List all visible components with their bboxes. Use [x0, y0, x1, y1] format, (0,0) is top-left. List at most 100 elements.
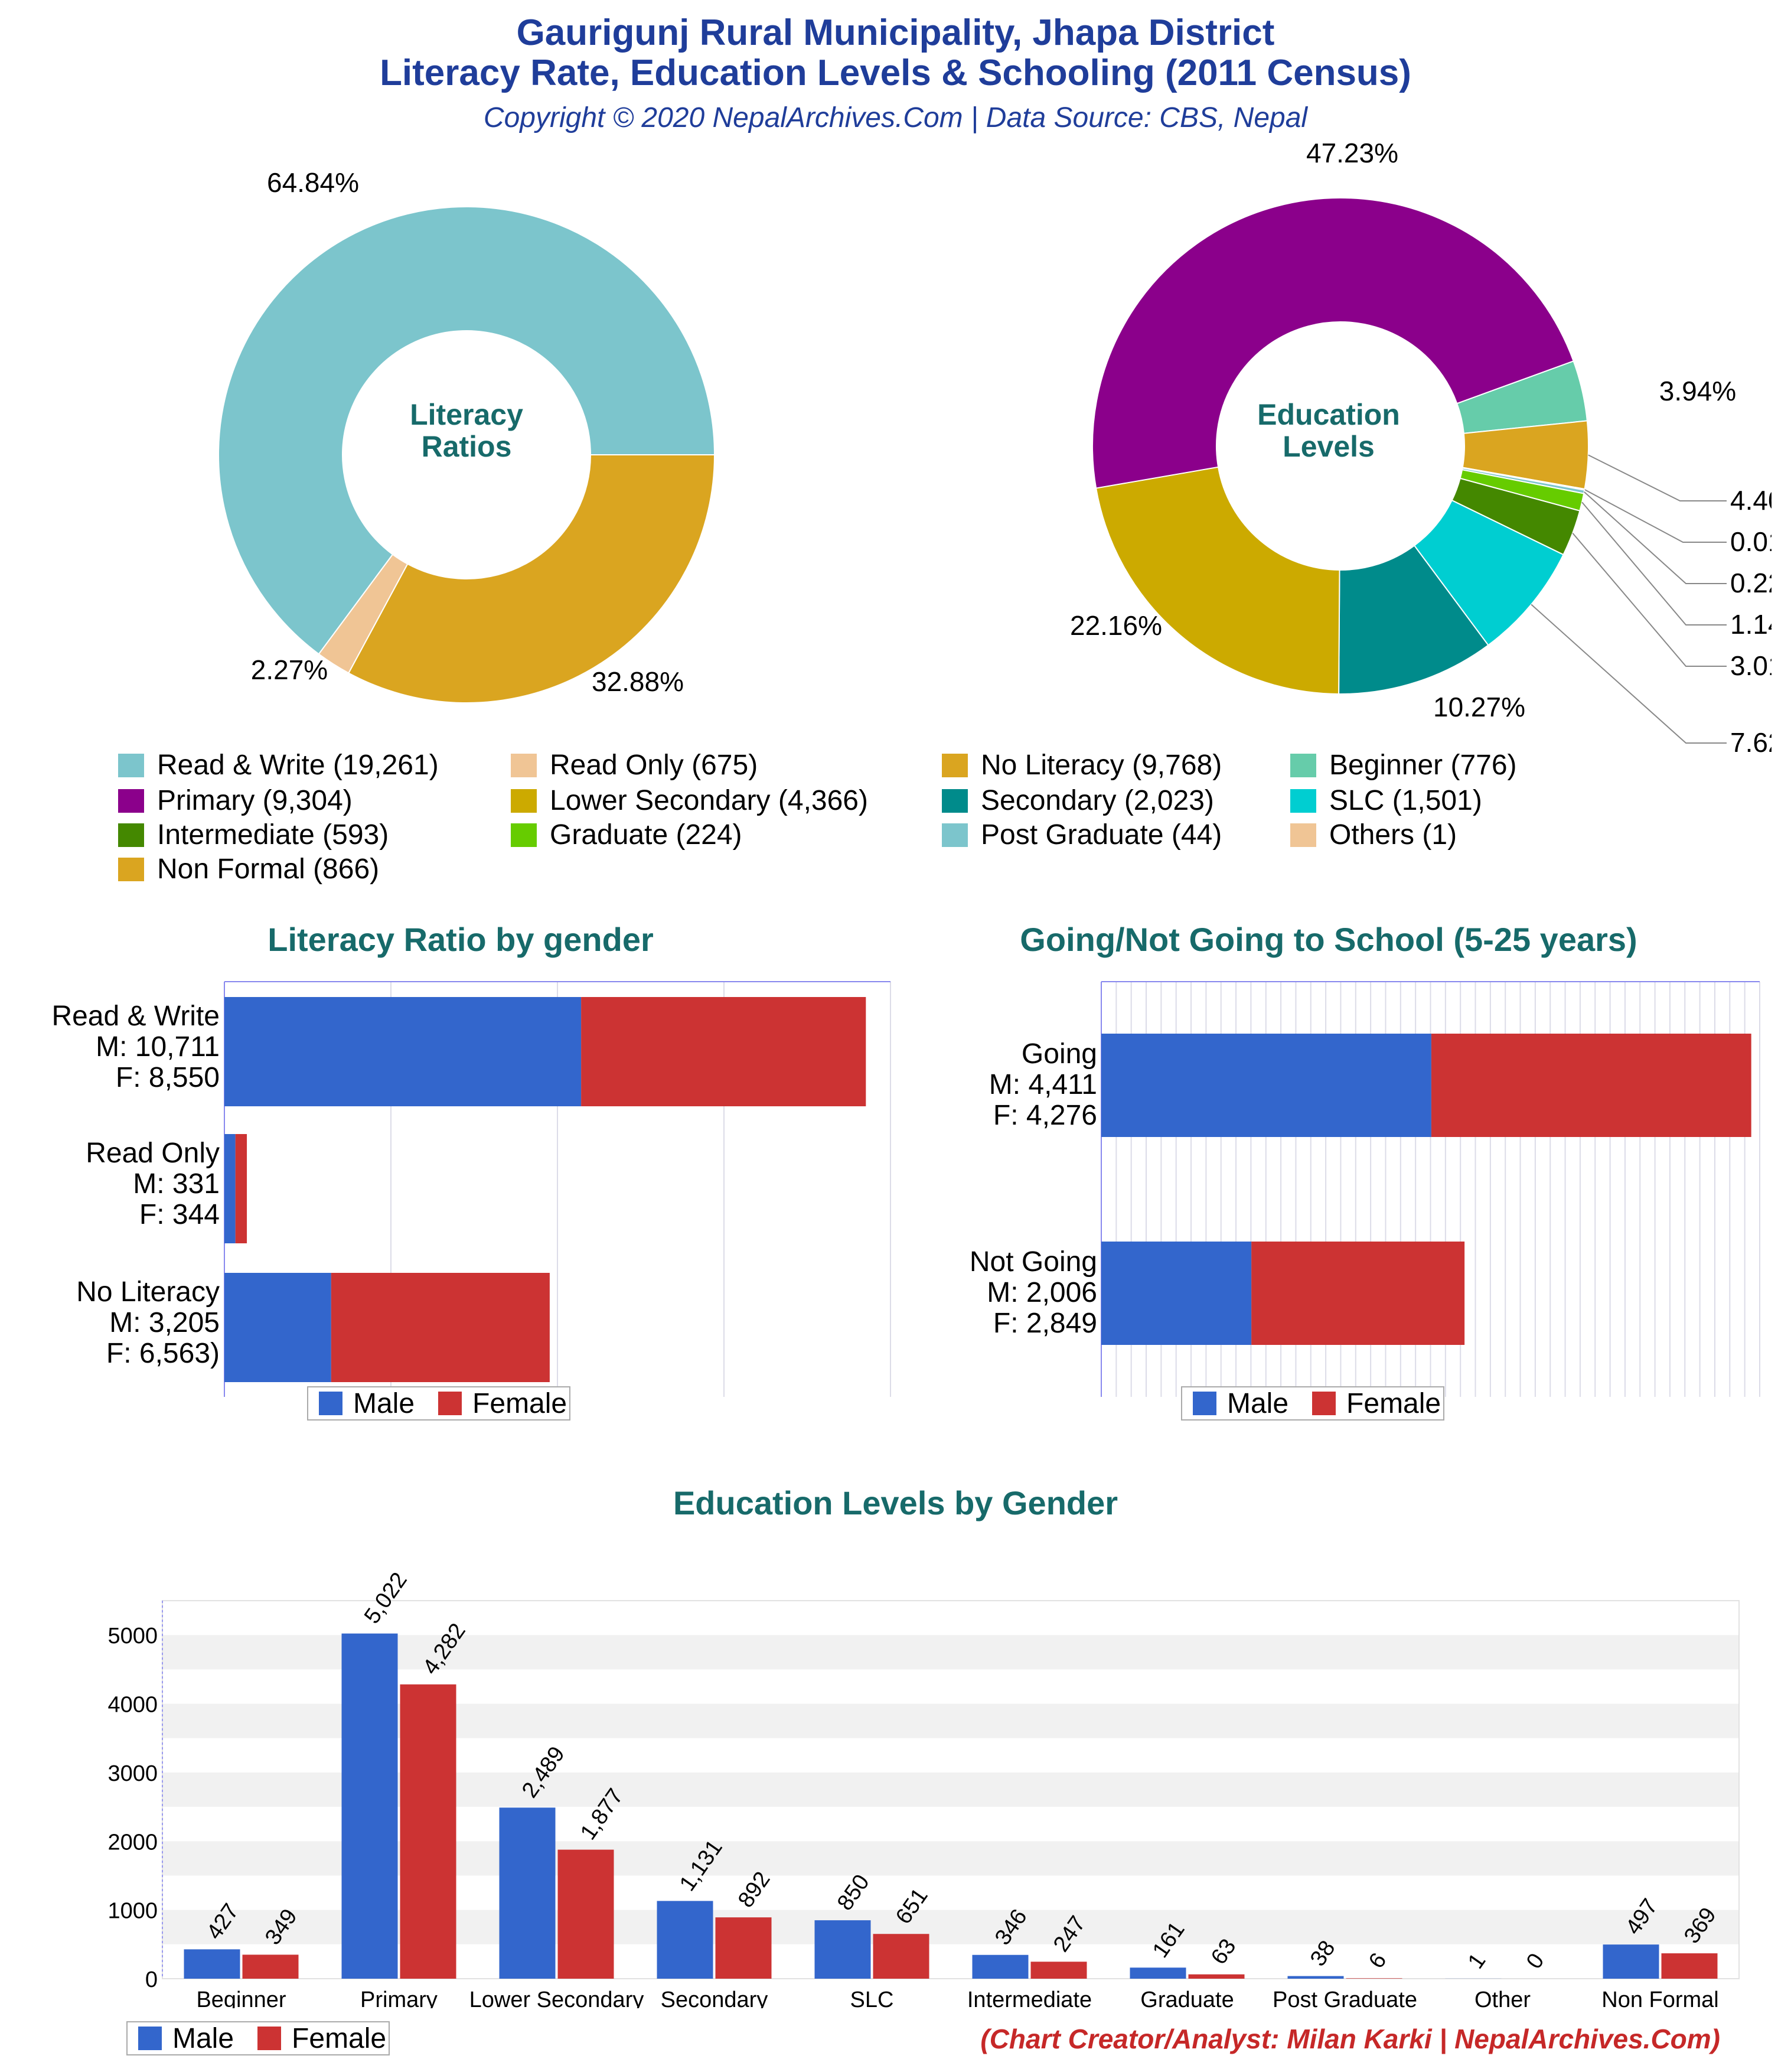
pie-legend-swatch: [942, 789, 968, 813]
pie-legend-label: Read & Write (19,261): [157, 750, 439, 781]
legend-female-swatch: [1312, 1392, 1336, 1415]
education-by-gender-legend: Male Female: [126, 2021, 390, 2055]
x-tick-label-secondary: Secondary: [661, 1988, 768, 2008]
y-tick-label: 1000: [107, 1899, 158, 1924]
bar-female-intermediate: [1030, 1962, 1087, 1979]
slice-label-lower-secondary: 22.16%: [1070, 610, 1162, 641]
category-label-no-literacy: M: 3,205: [109, 1307, 220, 1338]
slice-label-no-literacy: 32.88%: [592, 666, 684, 697]
pie-legend-swatch: [1290, 789, 1316, 813]
leader-line-non-formal: [1588, 454, 1727, 501]
bar-male-read-only: [224, 1134, 236, 1243]
bar-male-intermediate: [972, 1954, 1029, 1979]
legend-male-swatch: [319, 1392, 342, 1415]
bar-female-read-only: [235, 1134, 247, 1243]
y-tick-label: 0: [145, 1967, 158, 1992]
pie-legend-swatch: [511, 753, 537, 777]
pie-legend-swatch: [942, 753, 968, 777]
leader-line-slc: [1531, 604, 1727, 744]
legend-female-label: Female: [472, 1387, 567, 1419]
x-tick-label-lower-secondary: Lower Secondary: [469, 1988, 644, 2008]
legend-female-swatch: [438, 1392, 462, 1415]
pie-legend-label: Read Only (675): [550, 750, 758, 781]
x-tick-label-intermediate: Intermediate: [967, 1988, 1092, 2008]
category-label-no-literacy: F: 6,563): [106, 1338, 220, 1369]
grid-band: [162, 1635, 1739, 1670]
leader-line-post-graduate: [1584, 491, 1727, 584]
pie-legend-swatch: [511, 789, 537, 813]
slice-lower-secondary: [1095, 466, 1340, 695]
bar-female-secondary: [715, 1917, 772, 1979]
bar-male-not-going: [1101, 1242, 1252, 1345]
chart-credit: (Chart Creator/Analyst: Milan Karki | Ne…: [980, 2024, 1720, 2054]
pie-legend-label: Post Graduate (44): [981, 819, 1222, 851]
category-label-read-only: Read Only: [86, 1138, 220, 1169]
slice-label-slc: 7.62%: [1730, 727, 1772, 758]
leader-line-graduate: [1581, 501, 1727, 625]
pie-legend-item: No Literacy (9,768): [942, 749, 1222, 781]
bar-female-non-formal: [1661, 1953, 1718, 1979]
pie-legend-swatch: [118, 857, 144, 881]
x-tick-label-primary: Primary: [360, 1988, 438, 2008]
literacy-by-gender-legend: Male Female: [307, 1386, 571, 1421]
bar-female-read-write: [581, 997, 866, 1106]
bar-male-graduate: [1130, 1967, 1186, 1979]
title-line-1: Gaurigunj Rural Municipality, Jhapa Dist…: [516, 12, 1275, 53]
y-tick-label: 5000: [107, 1624, 158, 1649]
data-label-female-post-graduate: 6: [1364, 1949, 1392, 1973]
pie-legend-item: SLC (1,501): [1290, 784, 1482, 817]
category-label-read-write: Read & Write: [51, 1001, 220, 1032]
pie-legend-label: Beginner (776): [1329, 750, 1517, 781]
x-tick-label-post-graduate: Post Graduate: [1273, 1988, 1417, 2008]
bar-female-primary: [400, 1684, 456, 1979]
category-label-going: F: 4,276: [993, 1100, 1097, 1131]
slice-no-literacy: [347, 454, 716, 703]
y-tick-label: 2000: [107, 1830, 158, 1855]
legend-male-swatch: [1193, 1392, 1216, 1415]
grid-band: [162, 1772, 1739, 1807]
x-tick-label-slc: SLC: [850, 1988, 894, 2008]
slice-label-secondary: 10.27%: [1433, 692, 1525, 722]
pie-legend-swatch: [942, 823, 968, 847]
bar-male-post-graduate: [1287, 1976, 1344, 1979]
pie-legend-item: Read & Write (19,261): [118, 749, 439, 781]
education-by-gender-title: Education Levels by Gender: [673, 1484, 1118, 1522]
literacy-ratios-center-label: Literacy Ratios: [410, 398, 523, 463]
category-label-read-only: F: 344: [139, 1199, 220, 1230]
slice-primary: [1092, 197, 1574, 490]
pie-legend-label: Secondary (2,023): [981, 785, 1214, 816]
pie-legend-label: SLC (1,501): [1329, 785, 1482, 816]
pie-legend-label: Graduate (224): [550, 819, 742, 851]
bar-male-lower-secondary: [499, 1807, 556, 1979]
bar-male-no-literacy: [224, 1273, 331, 1382]
category-label-not-going: F: 2,849: [993, 1308, 1097, 1339]
pie-legend-label: No Literacy (9,768): [981, 750, 1222, 781]
subtitle: Copyright © 2020 NepalArchives.Com | Dat…: [483, 102, 1308, 133]
slice-label-post-graduate: 0.22%: [1730, 568, 1772, 598]
bar-male-slc: [814, 1920, 871, 1979]
pie-legend-label: Non Formal (866): [157, 853, 380, 885]
category-label-not-going: M: 2,006: [987, 1277, 1097, 1308]
legend-male-label: Male: [172, 2022, 234, 2054]
bar-male-beginner: [184, 1949, 240, 1979]
bar-male-read-write: [224, 997, 582, 1106]
school-going-legend: Male Female: [1181, 1386, 1445, 1421]
literacy-ratios-donut: 32.88% 2.27% 64.84%: [218, 167, 716, 703]
data-label-male-other: 1: [1463, 1949, 1491, 1973]
bar-male-primary: [341, 1633, 398, 1979]
data-label-male-slc: 850: [833, 1870, 875, 1915]
slice-label-non-formal: 4.40%: [1730, 485, 1772, 516]
category-label-not-going: Not Going: [970, 1246, 1097, 1278]
slice-label-beginner: 3.94%: [1659, 376, 1736, 406]
pie-legend-item: Lower Secondary (4,366): [511, 784, 868, 817]
x-tick-label-non-formal: Non Formal: [1601, 1988, 1719, 2008]
bar-female-post-graduate: [1346, 1978, 1402, 1979]
grid-band: [162, 1703, 1739, 1738]
pie-legend-swatch: [118, 753, 144, 777]
x-tick-label-other: Other: [1474, 1988, 1531, 2008]
slice-label-read-only: 2.27%: [251, 654, 328, 685]
pie-legend-item: Primary (9,304): [118, 784, 353, 817]
slice-label-graduate: 1.14%: [1730, 609, 1772, 640]
bar-male-non-formal: [1603, 1944, 1659, 1979]
